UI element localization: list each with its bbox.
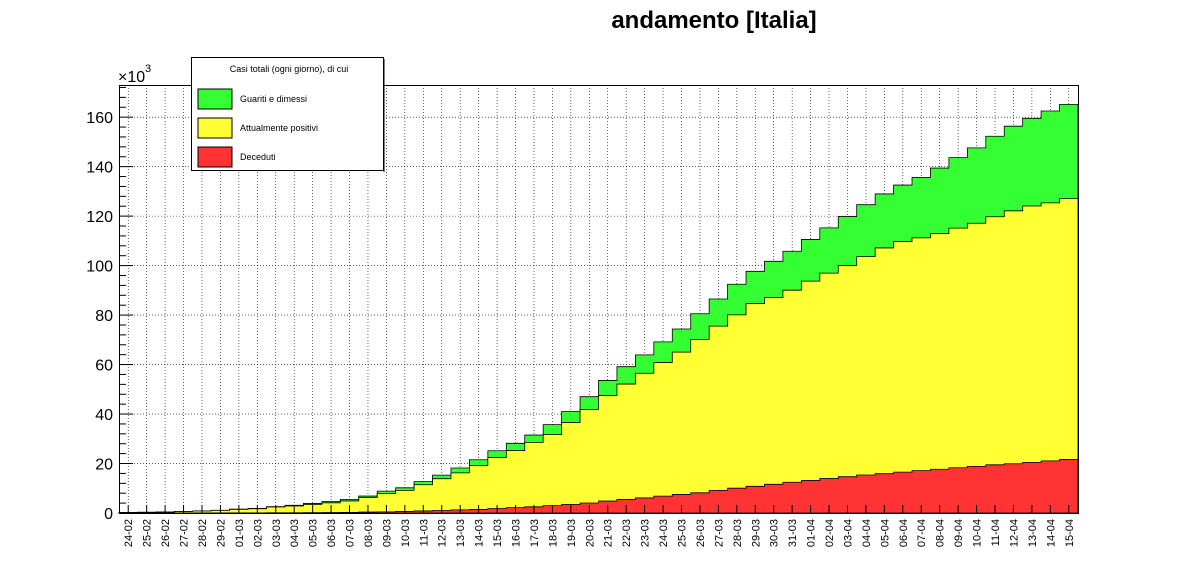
x-tick-label: 29-03	[750, 519, 762, 547]
x-tick-label: 15-04	[1064, 519, 1076, 547]
series-attualmente-positivi	[118, 198, 1079, 514]
legend-swatch	[197, 117, 233, 139]
x-tick-label: 13-04	[1027, 519, 1039, 547]
x-tick-label: 20-03	[584, 519, 596, 547]
x-tick-label: 14-03	[474, 519, 486, 547]
y-tick-label: 0	[104, 506, 113, 523]
x-tick-label: 09-04	[953, 519, 965, 547]
x-tick-label: 11-03	[418, 519, 430, 546]
chart-title: andamento [Italia]	[611, 7, 816, 34]
legend-entries: Guariti e dimessi Attualmente positivi Dec…	[197, 88, 318, 168]
x-tick-label: 13-03	[455, 519, 467, 547]
legend-header: Casi totali (ogni giorno), di cui	[230, 64, 349, 74]
x-tick-label: 27-03	[713, 519, 725, 547]
legend-swatch	[197, 146, 233, 168]
x-tick-label: 08-04	[935, 519, 947, 547]
x-tick-label: 28-03	[732, 519, 744, 547]
x-tick-label: 02-03	[252, 519, 264, 547]
x-tick-label: 25-03	[676, 519, 688, 547]
x-tick-label: 05-03	[308, 519, 320, 547]
x-tick-label: 07-04	[916, 519, 928, 547]
x-tick-label: 29-02	[215, 519, 227, 547]
x-tick-label: 27-02	[179, 519, 191, 547]
y-tick-label: 100	[86, 259, 113, 276]
x-tick-label: 12-04	[1008, 519, 1020, 547]
x-tick-label: 03-03	[271, 519, 283, 547]
y-multiplier-base: ×10	[118, 69, 145, 86]
x-tick-label: 15-03	[492, 519, 504, 547]
legend-entry-label: Attualmente positivi	[240, 123, 318, 133]
x-tick-label: 21-03	[603, 519, 615, 547]
y-tick-label: 40	[95, 407, 113, 424]
x-tick-label: 14-04	[1045, 519, 1057, 547]
x-tick-label: 04-04	[861, 519, 873, 547]
y-axis-multiplier: ×10 3	[118, 63, 151, 86]
x-tick-label: 05-04	[879, 519, 891, 547]
y-tick-label: 120	[86, 209, 113, 226]
series-deceduti	[118, 459, 1079, 514]
axis-layer: 0 20 40 60 80 100 120 140 160 24-02 25-02 26-02 27-0…	[86, 86, 1076, 547]
x-tick-label: 31-03	[787, 519, 799, 547]
legend-swatch	[197, 88, 233, 110]
legend-entry-label: Deceduti	[240, 152, 276, 162]
legend: Casi totali (ogni giorno), di cui Guarit…	[191, 57, 385, 172]
x-tick-label: 12-03	[437, 519, 449, 547]
x-tick-label: 06-03	[326, 519, 338, 547]
x-tick-label: 18-03	[547, 519, 559, 547]
y-multiplier-exponent: 3	[145, 63, 151, 75]
legend-entry-label: Guariti e dimessi	[240, 94, 307, 104]
y-tick-label: 80	[95, 308, 113, 325]
x-tick-label: 02-04	[824, 519, 836, 547]
x-tick-label: 01-03	[234, 519, 246, 547]
y-tick-label: 140	[86, 160, 113, 177]
x-tick-label: 11-04	[990, 519, 1002, 546]
x-tick-label: 17-03	[529, 519, 541, 547]
x-tick-label: 16-03	[511, 519, 523, 547]
x-tick-label: 22-03	[621, 519, 633, 547]
x-tick-label: 06-04	[898, 519, 910, 547]
x-tick-label: 26-02	[160, 519, 172, 547]
x-tick-label: 24-03	[658, 519, 670, 547]
plot-frame	[119, 85, 1079, 514]
x-tick-label: 24-02	[123, 519, 135, 547]
x-tick-label: 26-03	[695, 519, 707, 547]
x-tick-label: 30-03	[769, 519, 781, 547]
x-tick-label: 09-03	[381, 519, 393, 547]
x-tick-label: 01-04	[806, 519, 818, 547]
x-tick-label: 28-02	[197, 519, 209, 547]
legend-box	[191, 57, 384, 171]
y-tick-label: 160	[86, 110, 113, 127]
x-tick-label: 10-03	[400, 519, 412, 547]
y-tick-label: 20	[95, 457, 113, 474]
x-tick-label: 10-04	[972, 519, 984, 547]
x-tick-label: 03-04	[842, 519, 854, 547]
x-tick-label: 25-02	[142, 519, 154, 547]
x-tick-label: 04-03	[289, 519, 301, 547]
area-layer	[118, 103, 1079, 514]
x-tick-label: 07-03	[345, 519, 357, 547]
x-tick-label: 23-03	[640, 519, 652, 547]
x-tick-label: 08-03	[363, 519, 375, 547]
x-tick-label: 19-03	[566, 519, 578, 547]
y-tick-label: 60	[95, 358, 113, 375]
